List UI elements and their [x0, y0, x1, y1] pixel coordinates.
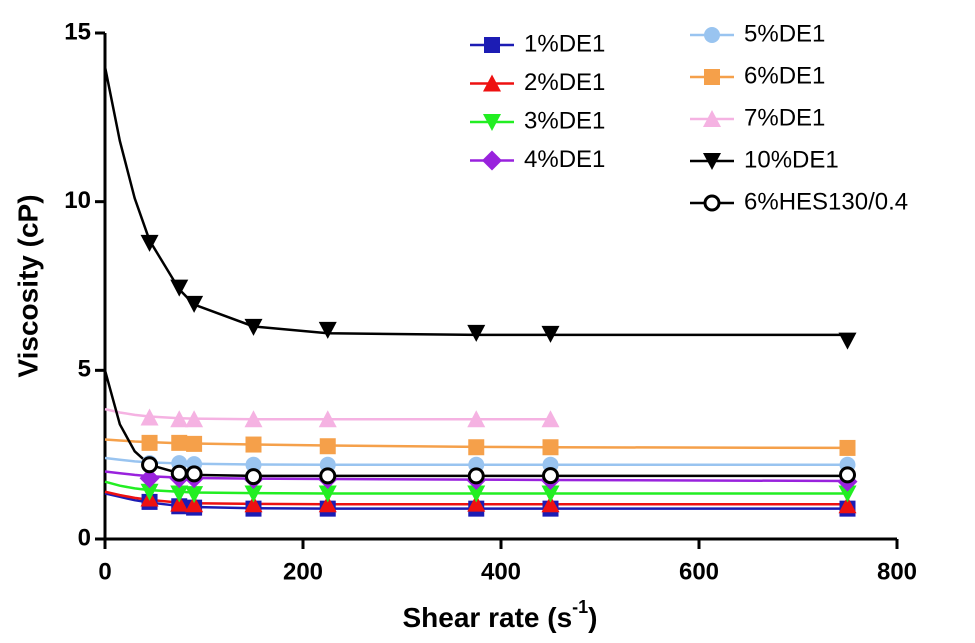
data-point — [542, 439, 559, 456]
data-point — [170, 494, 189, 512]
legend-marker — [704, 27, 720, 43]
data-point — [319, 438, 336, 455]
legend-marker — [703, 110, 721, 127]
data-point — [245, 468, 262, 486]
y-tick-label: 15 — [64, 18, 91, 45]
x-axis-label: Shear rate (s-1) — [403, 597, 598, 634]
x-axis-label-sup: -1 — [572, 597, 588, 617]
data-point — [838, 332, 857, 350]
data-point — [170, 410, 189, 428]
x-tick-label: 600 — [679, 558, 719, 585]
legend-marker — [703, 153, 721, 170]
legend-label: 1%DE1 — [524, 30, 605, 57]
data-point — [542, 467, 559, 485]
data-point — [244, 410, 263, 428]
y-tick-label: 10 — [64, 187, 91, 214]
data-point — [318, 495, 337, 513]
data-point — [139, 468, 160, 489]
x-tick-label: 200 — [283, 558, 323, 585]
data-point — [140, 483, 159, 501]
data-point — [467, 485, 486, 503]
data-point — [839, 466, 856, 484]
data-point — [318, 410, 337, 428]
data-point — [141, 434, 158, 451]
data-point — [185, 410, 204, 428]
data-point — [318, 321, 337, 339]
fit-curve — [104, 407, 551, 421]
data-point — [318, 485, 337, 503]
legend-marker — [484, 37, 500, 53]
data-point — [319, 467, 337, 485]
data-point — [468, 439, 485, 456]
y-tick-label: 0 — [78, 524, 91, 551]
x-axis-label-end: ) — [588, 602, 597, 633]
data-point — [541, 495, 560, 513]
data-point — [467, 494, 486, 512]
legend-label: 4%DE1 — [524, 146, 605, 173]
data-point — [185, 486, 204, 504]
legend-marker — [483, 74, 501, 92]
data-point — [467, 410, 486, 428]
data-point — [171, 434, 188, 451]
x-axis-label-text: Shear rate (s — [403, 602, 573, 633]
data-point — [140, 408, 159, 426]
legend-label: 2%DE1 — [524, 69, 605, 96]
data-point — [541, 485, 560, 503]
data-point — [185, 465, 203, 483]
data-point — [140, 234, 159, 252]
data-point — [170, 279, 189, 297]
legend-label: 7%DE1 — [744, 104, 825, 131]
data-point — [244, 485, 263, 503]
fit-curve — [103, 66, 848, 337]
data-point — [838, 485, 857, 503]
data-point — [541, 325, 560, 343]
data-point — [170, 464, 188, 482]
data-point — [185, 295, 204, 313]
legend-label: 6%DE1 — [744, 62, 825, 89]
legend-marker — [703, 194, 721, 212]
data-point — [838, 496, 857, 514]
data-point — [141, 456, 159, 474]
legend-marker — [483, 114, 501, 131]
data-point — [170, 485, 189, 503]
data-point — [541, 410, 560, 428]
legend-label: 10%DE1 — [744, 146, 839, 173]
data-point — [467, 324, 486, 342]
legend-label: 6%HES130/0.4 — [744, 188, 908, 215]
legend-marker — [704, 69, 720, 85]
y-axis-label: Viscosity (cP) — [12, 194, 43, 377]
legend-label: 5%DE1 — [744, 20, 825, 47]
data-point — [186, 435, 203, 452]
data-point — [185, 495, 204, 513]
data-point — [839, 439, 856, 456]
legend-marker — [482, 150, 502, 171]
data-point — [245, 456, 262, 473]
x-tick-label: 800 — [877, 558, 917, 585]
x-tick-label: 0 — [98, 558, 111, 585]
legend-label: 3%DE1 — [524, 107, 605, 134]
data-point — [467, 467, 485, 485]
data-point — [244, 495, 263, 513]
y-tick-label: 5 — [78, 356, 91, 383]
data-point — [245, 436, 262, 453]
x-tick-label: 400 — [481, 558, 521, 585]
data-point — [244, 318, 263, 336]
